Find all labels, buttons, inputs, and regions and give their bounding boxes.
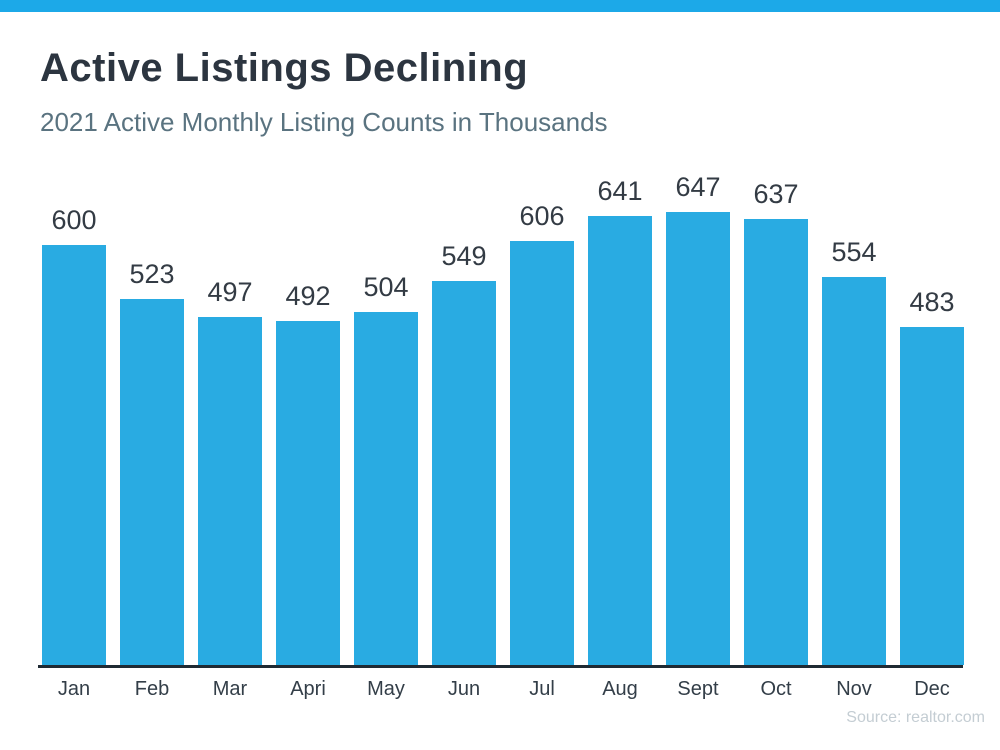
bar-group: 497 (198, 277, 262, 665)
bar-group: 606 (510, 201, 574, 665)
bar-value-label: 647 (675, 172, 721, 202)
bar-value-label: 497 (207, 277, 253, 307)
x-tick-label: Jan (57, 678, 91, 700)
bar-group: 641 (588, 176, 652, 665)
bar-value-label: 637 (753, 179, 799, 209)
bar (900, 327, 964, 665)
bar-group: 647 (666, 172, 730, 665)
bar-group: 483 (900, 287, 964, 665)
bar-group: 600 (42, 205, 106, 665)
bar-group: 554 (822, 237, 886, 665)
x-axis-tick-labels: Jan Feb Mar Apri May Jun Jul Aug Sept Oct Nov Dec (42, 678, 964, 701)
x-tick-label: Jul (529, 678, 555, 700)
bar-group: 504 (354, 272, 418, 665)
bar (744, 219, 808, 665)
bar (822, 277, 886, 665)
x-axis-line (38, 665, 963, 668)
bar-group: 549 (432, 241, 496, 665)
chart-title: Active Listings Declining (40, 46, 529, 90)
x-tick-label: Apri (290, 678, 326, 700)
bar (354, 312, 418, 665)
bar (42, 245, 106, 665)
bar-group: 492 (276, 281, 340, 665)
bar-group: 523 (120, 259, 184, 665)
top-accent-strip (0, 0, 1000, 12)
bar (666, 212, 730, 665)
x-tick-label: Dec (914, 678, 950, 700)
bar-value-label: 483 (909, 287, 955, 317)
bar (510, 241, 574, 665)
x-tick-label: May (367, 678, 405, 700)
chart-subtitle: 2021 Active Monthly Listing Counts in Th… (40, 107, 608, 137)
x-tick-label: Feb (134, 678, 170, 700)
bar-value-label: 606 (519, 201, 565, 231)
x-tick-label: Oct (760, 678, 792, 700)
bar-value-label: 549 (441, 241, 487, 271)
bar (588, 216, 652, 665)
bar-value-label: 504 (363, 272, 409, 302)
x-tick-label: Aug (602, 678, 638, 700)
bar-value-label: 523 (129, 259, 175, 289)
bar-value-label: 554 (831, 237, 877, 267)
bar (432, 281, 496, 665)
bar-group: 637 (744, 179, 808, 665)
bar (276, 321, 340, 665)
x-tick-label: Jun (447, 678, 481, 700)
bar-value-label: 641 (597, 176, 643, 206)
source-credit: Source: realtor.com (846, 709, 985, 726)
chart-header: Active Listings Declining 2021 Active Mo… (40, 46, 608, 138)
bar (120, 299, 184, 665)
bar (198, 317, 262, 665)
x-tick-label: Nov (836, 678, 872, 700)
bar-value-label: 492 (285, 281, 331, 311)
x-tick-label: Mar (212, 678, 248, 700)
x-tick-label: Sept (677, 678, 719, 700)
bar-series: 600 523 497 492 504 549 606 641 647 637 554 483 (42, 160, 964, 665)
bar-value-label: 600 (51, 205, 97, 235)
